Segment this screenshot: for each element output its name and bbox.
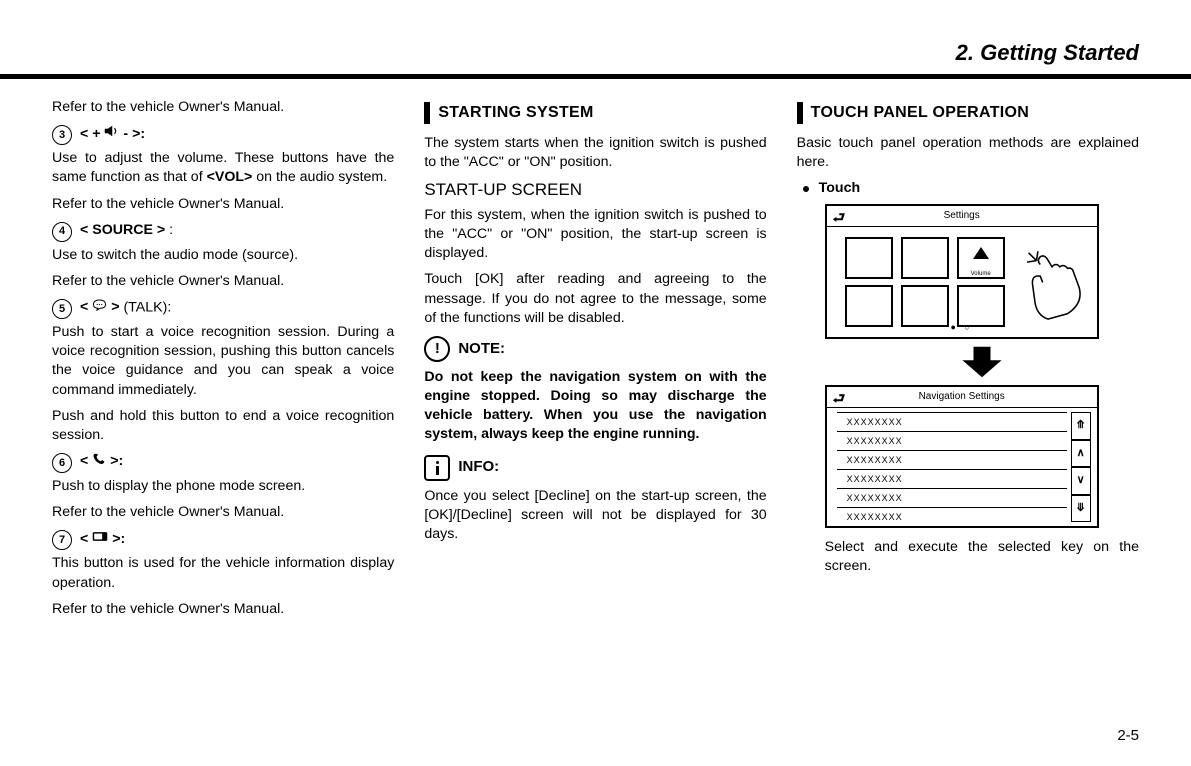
- head-suffix: - >: [123, 126, 140, 142]
- content-columns: Refer to the vehicle Owner's Manual. 3 <…: [52, 98, 1139, 626]
- item-number: 3: [52, 125, 72, 145]
- scrollbar: ⤊ ∧ ∨ ⤋: [1071, 412, 1091, 522]
- list-item-7: 7 < >:: [52, 529, 394, 550]
- bullet-dot: [803, 186, 809, 192]
- item5-body1: Push to start a voice recognition sessio…: [52, 323, 394, 400]
- scroll-bottom-icon: ⤋: [1071, 495, 1091, 523]
- hand-icon: [1013, 245, 1091, 323]
- screen-body: Volume ● ○: [827, 227, 1097, 337]
- tile: [845, 237, 893, 279]
- intro-refer: Refer to the vehicle Owner's Manual.: [52, 98, 394, 117]
- item7-refer: Refer to the vehicle Owner's Manual.: [52, 600, 394, 619]
- head-prefix: <: [80, 531, 88, 547]
- back-icon: ⮐: [833, 208, 846, 227]
- item6-refer: Refer to the vehicle Owner's Manual.: [52, 503, 394, 522]
- note-box: ! NOTE:: [424, 336, 766, 362]
- screen-title: Navigation Settings: [919, 390, 1005, 404]
- section-heading: STARTING SYSTEM: [424, 102, 766, 124]
- header-rule: [0, 74, 1191, 79]
- info-box: INFO:: [424, 455, 766, 481]
- list-item-4: 4 < SOURCE > :: [52, 221, 394, 242]
- tile: [901, 285, 949, 327]
- screen-title: Settings: [944, 209, 980, 223]
- info-icon: [424, 455, 450, 481]
- arrow-down-icon: [960, 345, 1004, 379]
- subsection-heading: START-UP SCREEN: [424, 179, 766, 202]
- p2: For this system, when the ignition switc…: [424, 206, 766, 264]
- item-number: 6: [52, 453, 72, 473]
- head-prefix: <: [80, 453, 88, 469]
- item-number: 4: [52, 222, 72, 242]
- page-number: 2-5: [1117, 727, 1139, 744]
- screen-nav-settings: ⮐ Navigation Settings XXXXXXXX XXXXXXXX …: [825, 385, 1099, 528]
- talk-icon: [92, 298, 107, 317]
- screen-body: XXXXXXXX XXXXXXXX XXXXXXXX XXXXXXXX XXXX…: [827, 408, 1097, 526]
- vol-ref: <VOL>: [207, 169, 253, 185]
- tile-label: Volume: [959, 270, 1003, 278]
- bullet-touch: Touch: [797, 179, 1139, 198]
- settings-list: XXXXXXXX XXXXXXXX XXXXXXXX XXXXXXXX XXXX…: [837, 412, 1067, 522]
- screen-titlebar: ⮐ Settings: [827, 206, 1097, 227]
- phone-icon: [92, 452, 106, 471]
- list-item-3: 3 < + - >:: [52, 124, 394, 145]
- screen-settings: ⮐ Settings Volume ● ○: [825, 204, 1099, 339]
- item7-body: This button is used for the vehicle info…: [52, 554, 394, 592]
- head-prefix: <: [80, 299, 88, 315]
- tile-volume: Volume: [957, 237, 1005, 279]
- list-row: XXXXXXXX: [837, 432, 1067, 451]
- item5-body2: Push and hold this button to end a voice…: [52, 407, 394, 445]
- screen-titlebar: ⮐ Navigation Settings: [827, 387, 1097, 408]
- item4-refer: Refer to the vehicle Owner's Manual.: [52, 272, 394, 291]
- item3-refer: Refer to the vehicle Owner's Manual.: [52, 195, 394, 214]
- tile: [901, 237, 949, 279]
- text: on the audio system.: [252, 169, 387, 185]
- item-head: < >:: [80, 531, 125, 547]
- head-suffix: >: [111, 299, 119, 315]
- scroll-down-icon: ∨: [1071, 467, 1091, 495]
- list-row: XXXXXXXX: [837, 470, 1067, 489]
- list-row: XXXXXXXX: [837, 489, 1067, 508]
- info-body: Once you select [Decline] on the start-u…: [424, 487, 766, 545]
- item-head: < + - >:: [80, 126, 145, 142]
- column-2: STARTING SYSTEM The system starts when t…: [424, 98, 766, 626]
- list-row: XXXXXXXX: [837, 413, 1067, 432]
- list-row: XXXXXXXX: [837, 451, 1067, 470]
- info-label: INFO:: [458, 457, 499, 477]
- list-item-5: 5 < > (TALK):: [52, 298, 394, 319]
- head-prefix: < +: [80, 126, 101, 142]
- scroll-top-icon: ⤊: [1071, 412, 1091, 440]
- list-item-6: 6 < >:: [52, 452, 394, 473]
- chapter-header: 2. Getting Started: [956, 40, 1139, 66]
- note-body: Do not keep the navigation system on wit…: [424, 368, 766, 445]
- tile: [845, 285, 893, 327]
- head-suffix: >: [110, 453, 118, 469]
- display-icon: [92, 529, 108, 548]
- head-suffix: >: [112, 531, 120, 547]
- list-row: XXXXXXXX: [837, 508, 1067, 527]
- section-heading: TOUCH PANEL OPERATION: [797, 102, 1139, 124]
- back-icon: ⮐: [833, 389, 846, 408]
- item-number: 7: [52, 530, 72, 550]
- bullet-text: Touch: [819, 179, 861, 198]
- item-number: 5: [52, 299, 72, 319]
- item-head: < >: [80, 299, 123, 315]
- scroll-up-icon: ∧: [1071, 440, 1091, 468]
- note-icon: !: [424, 336, 450, 362]
- p1: The system starts when the ignition swit…: [424, 134, 766, 172]
- item6-body: Push to display the phone mode screen.: [52, 477, 394, 496]
- item4-body: Use to switch the audio mode (source).: [52, 246, 394, 265]
- column-3: TOUCH PANEL OPERATION Basic touch panel …: [797, 98, 1139, 626]
- page-dots: ● ○: [950, 321, 972, 333]
- p3: Touch [OK] after reading and agreeing to…: [424, 270, 766, 328]
- speaker-icon: [104, 124, 119, 143]
- p2: Select and execute the selected key on t…: [825, 538, 1139, 576]
- item-head: < SOURCE >: [80, 222, 165, 238]
- note-label: NOTE:: [458, 339, 505, 359]
- talk-label: (TALK):: [123, 299, 171, 315]
- item3-body: Use to adjust the volume. These buttons …: [52, 149, 394, 187]
- figure-touch: ⮐ Settings Volume ● ○: [825, 204, 1139, 528]
- item-head: < >:: [80, 453, 123, 469]
- p1: Basic touch panel operation methods are …: [797, 134, 1139, 172]
- column-1: Refer to the vehicle Owner's Manual. 3 <…: [52, 98, 394, 626]
